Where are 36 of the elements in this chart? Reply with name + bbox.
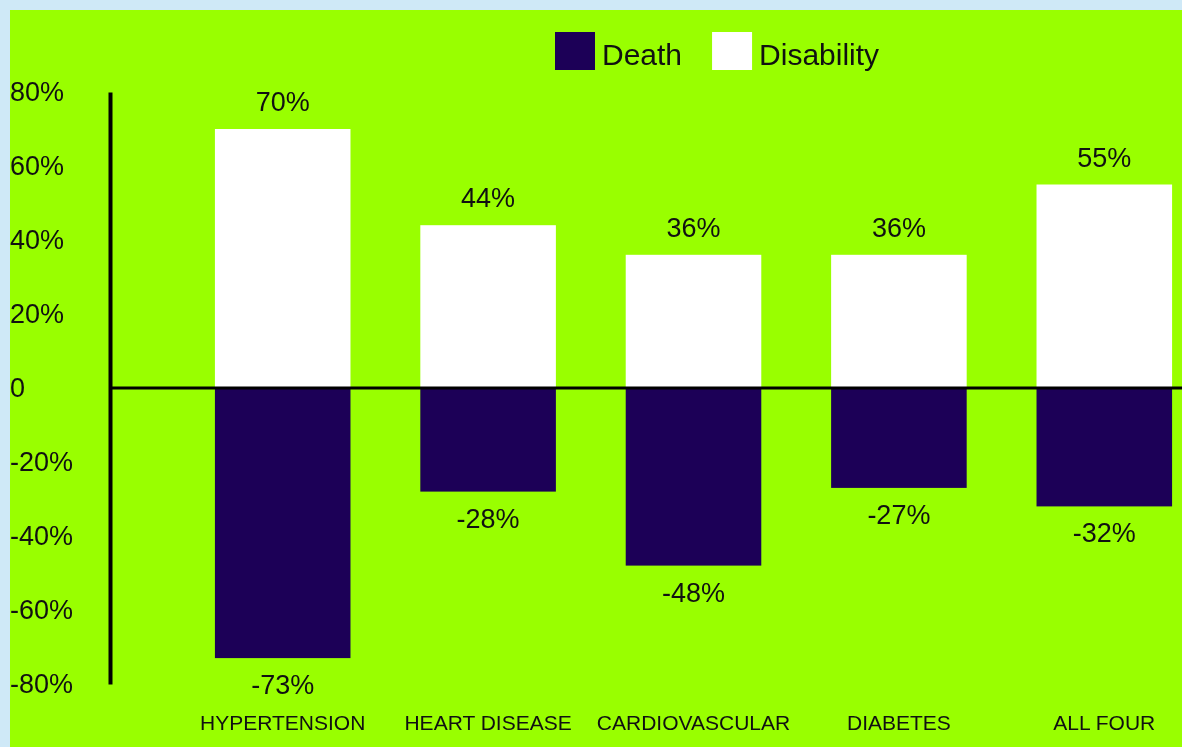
y-tick-label: -40% xyxy=(10,521,74,552)
bar xyxy=(420,388,556,492)
bar xyxy=(214,388,351,659)
data-label: -73% xyxy=(251,670,315,701)
data-label: 55% xyxy=(1077,142,1132,173)
y-tick-label: -80% xyxy=(10,669,74,700)
y-tick-label: 60% xyxy=(10,151,65,182)
y-tick-label: 40% xyxy=(10,225,65,256)
x-tick-label: HEART DISEASE xyxy=(404,710,572,734)
x-tick-label: HYPERTENSION xyxy=(200,710,366,734)
x-tick-label: CARDIOVASCULAR xyxy=(596,710,791,734)
x-tick-label: ALL FOUR xyxy=(1053,710,1156,734)
bar xyxy=(625,388,762,566)
data-label: 44% xyxy=(461,183,516,214)
bar xyxy=(831,388,967,488)
bar xyxy=(1036,184,1173,388)
bar xyxy=(625,254,762,388)
data-label: 70% xyxy=(255,87,310,117)
bar xyxy=(831,254,967,388)
legend-label: Death xyxy=(602,38,683,71)
legend-label: Disability xyxy=(759,38,880,71)
data-label: -28% xyxy=(456,503,520,534)
data-label: -32% xyxy=(1072,518,1136,549)
data-label: -27% xyxy=(867,499,931,530)
data-label: 36% xyxy=(871,212,926,243)
y-tick-label: 80% xyxy=(10,77,65,108)
y-tick-label: -60% xyxy=(10,595,74,626)
bar xyxy=(214,129,351,388)
data-label: 36% xyxy=(666,212,721,243)
bar xyxy=(1036,388,1173,507)
x-tick-label: DIABETES xyxy=(846,710,951,734)
y-tick-label: -20% xyxy=(10,447,74,478)
y-tick-label: 20% xyxy=(10,299,65,330)
y-tick-label: 0 xyxy=(10,373,26,404)
data-label: -48% xyxy=(661,577,726,608)
bar xyxy=(420,225,556,388)
